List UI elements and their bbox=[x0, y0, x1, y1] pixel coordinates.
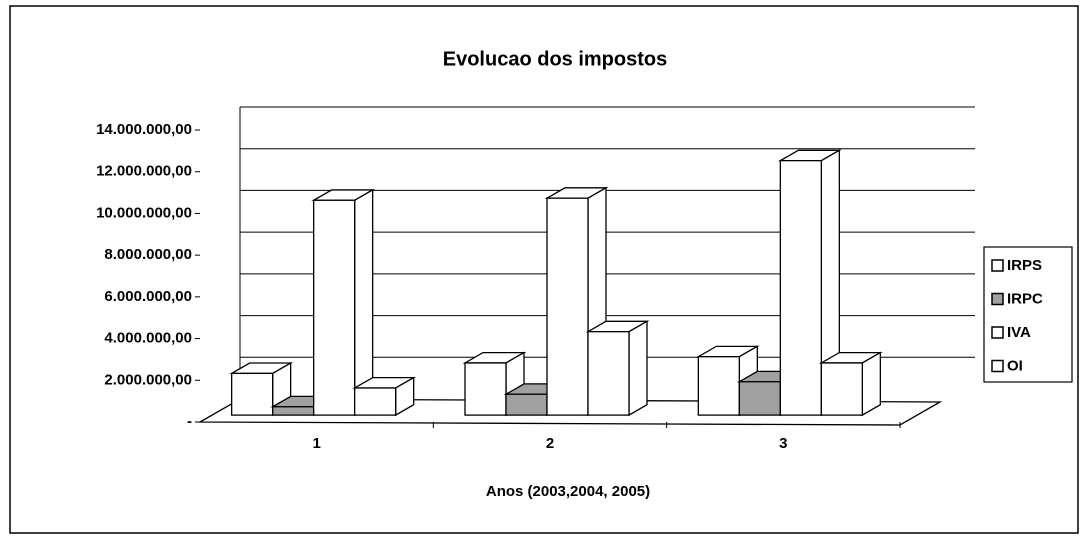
legend-swatch bbox=[991, 326, 1004, 339]
y-tick-label: - bbox=[187, 413, 192, 430]
bar bbox=[587, 331, 630, 416]
bar bbox=[354, 387, 397, 416]
chart-title: Evolucao dos impostos bbox=[443, 48, 667, 70]
bar bbox=[820, 362, 863, 416]
x-tick-label: 2 bbox=[546, 435, 554, 452]
y-tick-label: 8.000.000,00 bbox=[104, 246, 192, 263]
legend-swatch bbox=[991, 259, 1004, 272]
y-tick-label: 12.000.000,00 bbox=[96, 163, 192, 180]
y-tick-label: 4.000.000,00 bbox=[104, 330, 192, 347]
bar-side bbox=[861, 351, 881, 417]
bar bbox=[231, 372, 274, 416]
y-tick-label: 2.000.000,00 bbox=[104, 371, 192, 388]
y-tick-label: 6.000.000,00 bbox=[104, 288, 192, 305]
x-tick-label: 1 bbox=[312, 435, 320, 452]
legend-label: IRPS bbox=[1007, 257, 1042, 274]
legend-swatch bbox=[991, 292, 1004, 306]
x-axis-label: Anos (2003,2004, 2005) bbox=[486, 483, 650, 500]
bar bbox=[464, 362, 507, 416]
bar bbox=[697, 356, 740, 416]
y-tick-label: 10.000.000,00 bbox=[96, 204, 192, 221]
legend-label: IVA bbox=[1007, 324, 1031, 341]
bar bbox=[505, 393, 548, 416]
bar bbox=[546, 197, 589, 416]
bar bbox=[779, 159, 822, 416]
bar bbox=[313, 199, 356, 416]
chart-border bbox=[9, 5, 1079, 534]
bar bbox=[272, 406, 315, 416]
legend-label: OI bbox=[1007, 357, 1023, 374]
bar-side bbox=[628, 320, 648, 417]
x-tick-label: 3 bbox=[779, 435, 787, 452]
legend-label: IRPC bbox=[1007, 290, 1043, 307]
bar bbox=[738, 381, 781, 416]
y-tick-label: 14.000.000,00 bbox=[96, 121, 192, 138]
legend-swatch bbox=[991, 359, 1004, 373]
